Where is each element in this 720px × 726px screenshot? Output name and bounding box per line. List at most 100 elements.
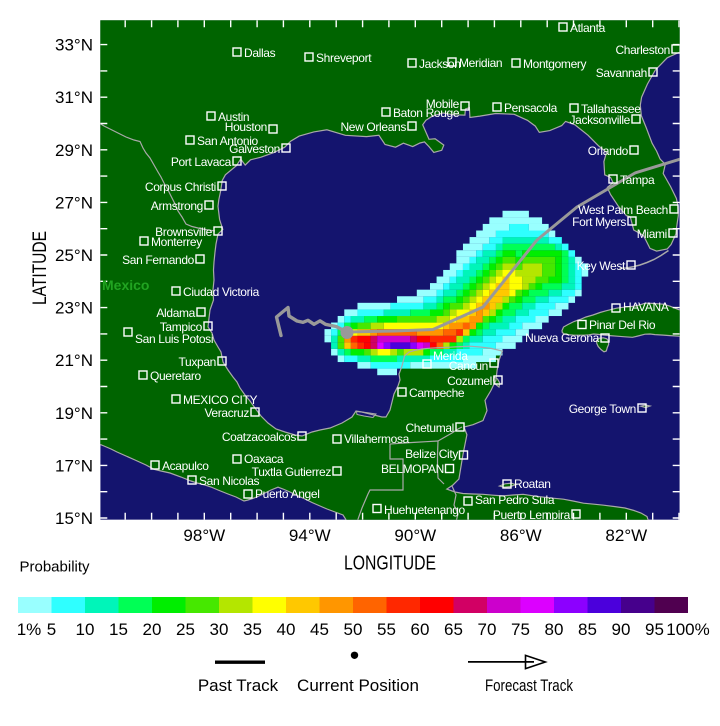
svg-text:San Luis Potosi: San Luis Potosi (135, 332, 213, 346)
svg-text:80: 80 (545, 620, 564, 639)
svg-text:HAVANA: HAVANA (623, 300, 669, 314)
svg-text:Queretaro: Queretaro (150, 369, 202, 383)
svg-text:Savannah: Savannah (596, 66, 647, 80)
svg-text:Roatan: Roatan (514, 477, 551, 491)
svg-text:Corpus Christi: Corpus Christi (145, 180, 216, 194)
svg-text:70: 70 (478, 620, 497, 639)
svg-text:86°W: 86°W (500, 526, 542, 545)
svg-text:Past Track: Past Track (198, 676, 279, 695)
svg-text:25: 25 (176, 620, 195, 639)
svg-text:100%: 100% (666, 620, 709, 639)
svg-text:50: 50 (344, 620, 363, 639)
svg-text:20: 20 (143, 620, 162, 639)
svg-text:MEXICO CITY: MEXICO CITY (183, 393, 258, 407)
svg-text:Meridian: Meridian (459, 56, 502, 70)
svg-text:Aldama: Aldama (156, 306, 195, 320)
svg-text:Cozumel: Cozumel (447, 374, 492, 388)
svg-text:Pinar Del Rio: Pinar Del Rio (589, 318, 656, 332)
svg-text:31°N: 31°N (55, 88, 93, 107)
svg-text:BELMOPAN: BELMOPAN (381, 462, 444, 476)
svg-text:15°N: 15°N (55, 509, 93, 528)
svg-text:Puerto Lempira: Puerto Lempira (493, 508, 571, 522)
svg-text:San Nicolas: San Nicolas (199, 474, 260, 488)
svg-text:5: 5 (47, 620, 56, 639)
svg-text:Mexico: Mexico (102, 277, 149, 293)
svg-text:Brownsville: Brownsville (155, 225, 213, 239)
svg-text:Current Position: Current Position (297, 676, 419, 695)
svg-text:Probability: Probability (20, 559, 91, 576)
svg-text:Acapulco: Acapulco (162, 459, 209, 473)
svg-text:Cancun: Cancun (449, 359, 488, 373)
svg-text:Key West: Key West (577, 259, 626, 273)
svg-text:LONGITUDE: LONGITUDE (344, 553, 436, 575)
svg-text:82°W: 82°W (605, 526, 647, 545)
svg-text:75: 75 (511, 620, 530, 639)
svg-text:Merida: Merida (433, 349, 468, 363)
svg-text:Veracruz: Veracruz (204, 406, 249, 420)
svg-text:Huehuetenango: Huehuetenango (384, 503, 466, 517)
svg-text:15: 15 (109, 620, 128, 639)
svg-text:Houston: Houston (225, 120, 267, 134)
svg-text:1%: 1% (17, 620, 42, 639)
svg-text:Miami: Miami (637, 227, 667, 241)
svg-text:21°N: 21°N (55, 351, 93, 370)
svg-text:35: 35 (243, 620, 262, 639)
svg-text:West Palm Beach: West Palm Beach (578, 203, 668, 217)
svg-text:Galveston: Galveston (229, 142, 280, 156)
svg-text:30: 30 (210, 620, 229, 639)
svg-text:San Pedro Sula: San Pedro Sula (475, 493, 555, 507)
svg-text:25°N: 25°N (55, 246, 93, 265)
svg-text:Belize City: Belize City (405, 447, 458, 461)
svg-text:Armstrong: Armstrong (151, 199, 203, 213)
svg-text:Jacksonville: Jacksonville (570, 113, 631, 127)
svg-text:Jackson: Jackson (419, 57, 461, 71)
svg-text:George Town: George Town (569, 402, 636, 416)
svg-text:65: 65 (444, 620, 463, 639)
svg-text:Puerto Angel: Puerto Angel (255, 487, 320, 501)
svg-text:55: 55 (377, 620, 396, 639)
svg-text:33°N: 33°N (55, 36, 93, 55)
svg-text:17°N: 17°N (55, 456, 93, 475)
svg-text:Tuxpan: Tuxpan (179, 355, 216, 369)
svg-text:Monterrey: Monterrey (151, 235, 202, 249)
svg-text:19°N: 19°N (55, 404, 93, 423)
svg-text:85: 85 (578, 620, 597, 639)
svg-text:Forecast Track: Forecast Track (485, 676, 573, 695)
svg-text:90: 90 (612, 620, 631, 639)
svg-text:Port Lavaca: Port Lavaca (171, 155, 232, 169)
svg-text:60: 60 (411, 620, 430, 639)
svg-text:95: 95 (645, 620, 664, 639)
svg-text:Austin: Austin (218, 110, 249, 124)
svg-text:Baton Rouge: Baton Rouge (393, 106, 460, 120)
svg-text:Mobile: Mobile (426, 97, 460, 111)
svg-text:10: 10 (76, 620, 95, 639)
svg-text:New Orleans: New Orleans (340, 120, 406, 134)
svg-text:45: 45 (310, 620, 329, 639)
svg-text:Tampico: Tampico (160, 320, 203, 334)
svg-text:Dallas: Dallas (244, 46, 276, 60)
svg-text:Atlanta: Atlanta (570, 21, 606, 35)
svg-text:90°W: 90°W (394, 526, 436, 545)
svg-text:40: 40 (277, 620, 296, 639)
svg-text:San Fernando: San Fernando (122, 253, 195, 267)
svg-text:98°W: 98°W (183, 526, 225, 545)
svg-text:Chetumal: Chetumal (405, 421, 454, 435)
svg-text:23°N: 23°N (55, 299, 93, 318)
svg-text:29°N: 29°N (55, 141, 93, 160)
svg-text:Tuxtla Gutierrez: Tuxtla Gutierrez (252, 465, 332, 479)
svg-text:Tallahassee: Tallahassee (581, 102, 641, 116)
svg-text:Fort Myers: Fort Myers (572, 215, 626, 229)
svg-text:Montgomery: Montgomery (523, 57, 587, 71)
svg-text:LATITUDE: LATITUDE (29, 231, 51, 305)
svg-text:27°N: 27°N (55, 193, 93, 212)
svg-text:San Antonio: San Antonio (197, 134, 259, 148)
svg-text:Campeche: Campeche (409, 386, 465, 400)
svg-text:Oaxaca: Oaxaca (244, 452, 284, 466)
svg-text:Ciudad Victoria: Ciudad Victoria (183, 285, 260, 299)
svg-text:94°W: 94°W (289, 526, 331, 545)
svg-text:Pensacola: Pensacola (504, 101, 558, 115)
svg-text:Shreveport: Shreveport (316, 51, 372, 65)
svg-text:Tampa: Tampa (620, 173, 655, 187)
svg-text:Coatzacoalcos: Coatzacoalcos (222, 430, 297, 444)
svg-text:Charleston: Charleston (615, 43, 670, 57)
